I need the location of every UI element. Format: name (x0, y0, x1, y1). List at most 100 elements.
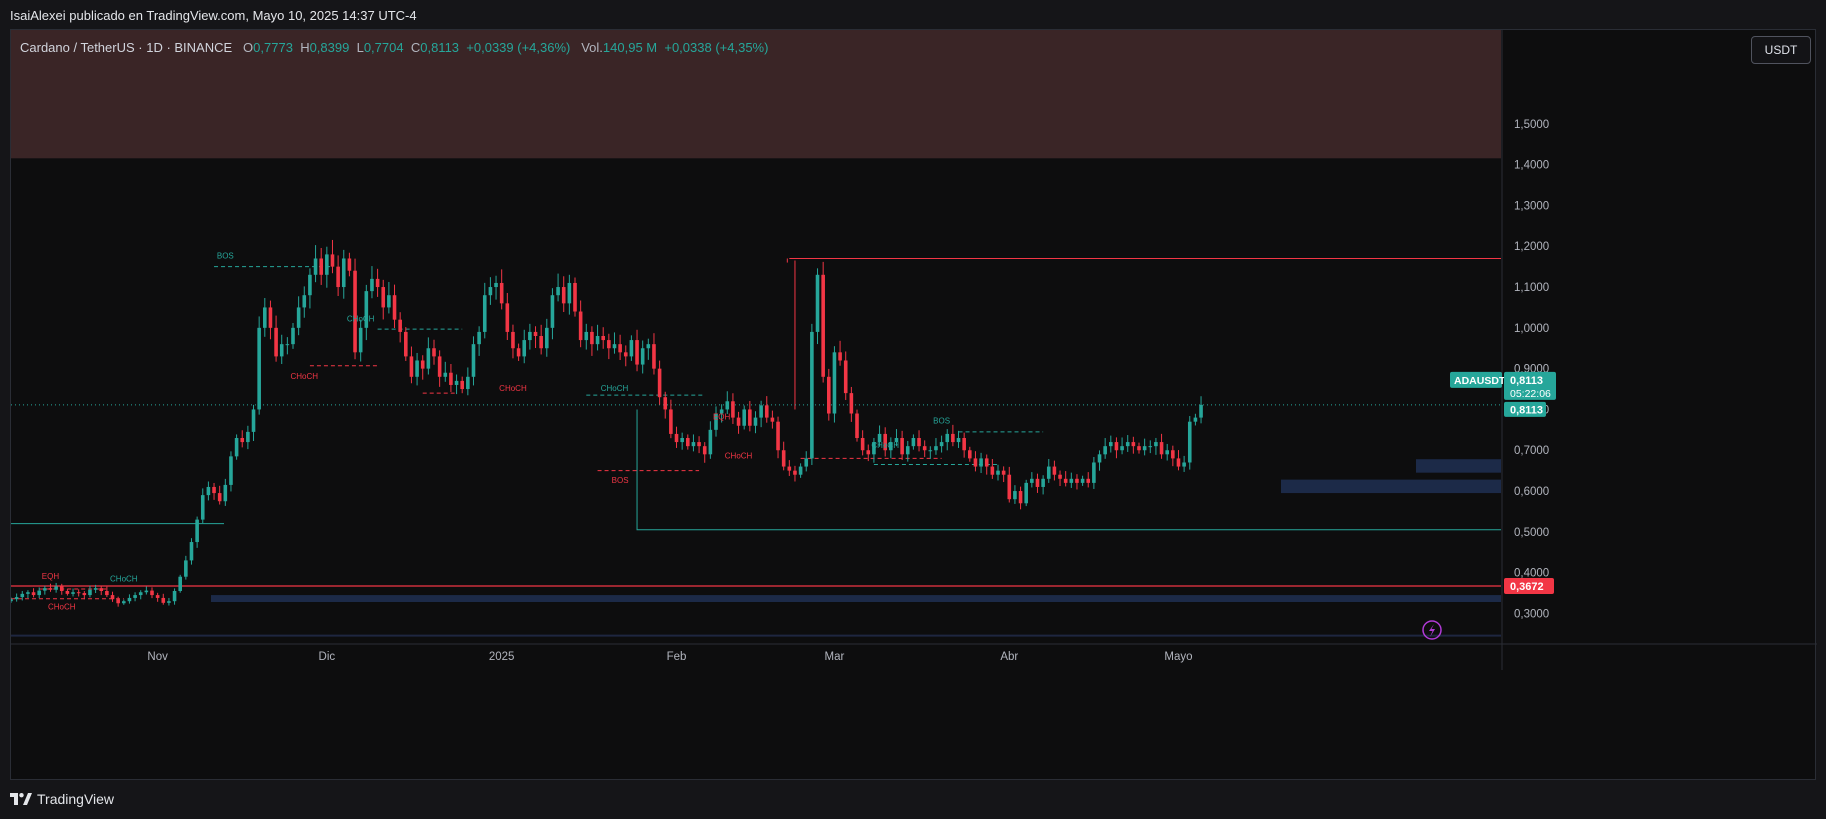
chart-panel[interactable]: EQH CHoCH CHoCH BOS CHoCH CHoCH CHoCH CHoCH BOS E… (10, 29, 1817, 781)
structure-label: EQH (42, 572, 60, 581)
candle-body (866, 450, 871, 455)
symbol-name[interactable]: Cardano / TetherUS · 1D · BINANCE (20, 40, 233, 55)
candle-body (962, 438, 966, 451)
candle-body (127, 597, 132, 602)
lightning-icon[interactable] (1422, 620, 1442, 640)
candle-body (341, 258, 346, 288)
structure-label: CHoCH (499, 384, 527, 393)
candle-body (1142, 446, 1147, 451)
candle-body (1097, 454, 1102, 463)
candle (1176, 450, 1181, 471)
candle (1030, 472, 1034, 488)
candle-body (1086, 478, 1091, 483)
candle (43, 585, 47, 595)
candle-body (11, 599, 13, 602)
candle-body (781, 450, 786, 467)
tradingview-logo[interactable]: TradingView (10, 791, 114, 807)
candle-body (708, 429, 713, 455)
candle-body (381, 287, 386, 308)
candle (404, 327, 408, 361)
candle (206, 481, 211, 501)
candle (798, 463, 803, 478)
candle (82, 591, 87, 600)
candle (494, 275, 498, 300)
candle (590, 326, 594, 356)
candle-body (488, 287, 493, 296)
currency-button[interactable]: USDT (1751, 36, 1811, 64)
candle (652, 333, 656, 375)
candle (184, 555, 188, 580)
candle-body (308, 274, 312, 296)
candle-body (59, 586, 64, 591)
candle-body (821, 274, 825, 377)
candle (420, 355, 425, 380)
candle (370, 266, 374, 299)
candle-body (1058, 474, 1062, 479)
candle-body (584, 331, 589, 341)
candle-body (76, 592, 81, 594)
candle-body (161, 597, 166, 603)
candle (274, 315, 278, 362)
structure-label: CHoCH (48, 602, 76, 611)
price-chart[interactable]: EQH CHoCH CHoCH BOS CHoCH CHoCH CHoCH CHoCH BOS E… (11, 30, 1817, 781)
candle (996, 464, 1000, 481)
candle (623, 345, 628, 367)
candle-body (736, 417, 741, 426)
candle (375, 268, 380, 297)
candle-body (437, 356, 442, 377)
candle-body (409, 356, 414, 377)
candle-body (426, 348, 431, 369)
candle-body (623, 352, 628, 357)
candle (640, 340, 645, 374)
candle (279, 334, 284, 364)
price-tick-label: 1,1000 (1514, 282, 1549, 294)
candle (246, 425, 250, 450)
candle-body (167, 601, 171, 603)
candle (353, 258, 357, 360)
candle-body (578, 311, 583, 341)
candle (528, 323, 532, 350)
candle-body (742, 409, 746, 426)
price-tick-label: 1,2000 (1514, 241, 1549, 253)
candle (815, 268, 820, 345)
candle (838, 340, 842, 366)
candle (88, 585, 92, 598)
symbol-legend[interactable]: Cardano / TetherUS · 1D · BINANCE O0,777… (20, 40, 768, 55)
candle-body (291, 327, 295, 345)
candle-body (725, 401, 730, 410)
candle-body (1165, 450, 1169, 455)
candle-body (20, 593, 25, 598)
candle (443, 361, 448, 382)
candle (1159, 433, 1164, 459)
candle-body (804, 458, 809, 467)
candle (1125, 435, 1130, 452)
candle (178, 574, 182, 593)
candle-body (973, 458, 978, 467)
candle (257, 316, 261, 415)
candle-body (561, 287, 566, 304)
candle-body (1001, 470, 1006, 475)
price-tick-label: 0,7000 (1514, 445, 1549, 457)
candle (93, 584, 98, 593)
candle (934, 438, 938, 455)
candle (325, 246, 329, 288)
candle-body (494, 282, 498, 288)
price-tick-label: 1,5000 (1514, 119, 1549, 131)
candle (827, 368, 831, 421)
open-label: O (243, 40, 254, 55)
candle (1109, 435, 1113, 453)
bar-countdown: 05:22:06 (1510, 388, 1551, 400)
candle-body (279, 344, 284, 357)
tradingview-brand: TradingView (37, 791, 115, 807)
candle (133, 592, 137, 602)
candle (550, 288, 555, 340)
candle-body (268, 307, 273, 328)
candle-body (274, 327, 278, 357)
candle-body (319, 258, 323, 275)
candle-body (640, 348, 645, 365)
candle-body (522, 340, 527, 357)
lightning-icon-bolt (1429, 624, 1435, 637)
candle (76, 589, 81, 597)
candle-body (911, 438, 916, 447)
publication-caption: IsaiAlexei publicado en TradingView.com,… (10, 8, 417, 23)
